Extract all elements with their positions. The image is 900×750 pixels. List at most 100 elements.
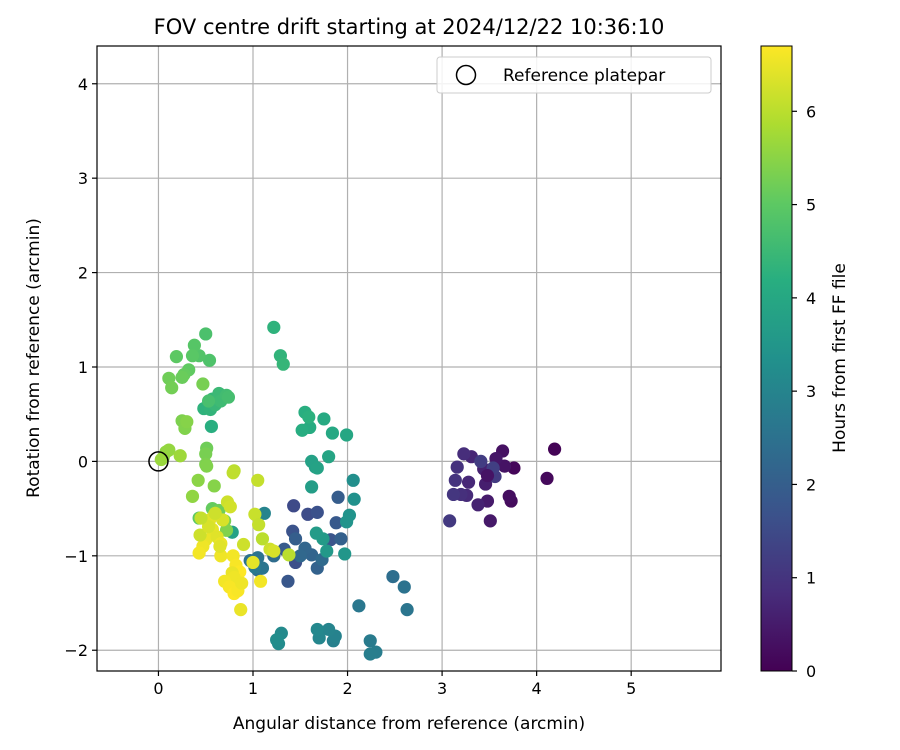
data-point <box>443 514 457 528</box>
data-point <box>474 454 488 469</box>
data-point <box>267 544 281 558</box>
data-point <box>251 473 265 487</box>
legend: Reference platepar <box>436 56 712 94</box>
data-point <box>502 489 516 503</box>
data-point <box>235 576 249 590</box>
y-tick-label: 1 <box>78 358 88 377</box>
data-point <box>334 532 348 546</box>
data-point <box>281 574 295 588</box>
data-point <box>162 443 176 457</box>
data-point <box>461 475 476 489</box>
y-tick-label: 3 <box>78 169 88 188</box>
data-point <box>457 447 471 461</box>
y-tick-label: −1 <box>64 547 88 566</box>
data-point <box>338 547 352 561</box>
data-point <box>199 447 213 461</box>
colorbar-tick-label: 1 <box>806 569 816 588</box>
data-point <box>173 449 187 463</box>
data-points <box>154 320 562 661</box>
data-point <box>293 549 307 563</box>
legend-entry-reference: Reference platepar <box>503 66 665 86</box>
data-point <box>450 460 464 474</box>
data-point <box>310 505 324 519</box>
data-point <box>202 353 217 367</box>
y-tick-label: 2 <box>78 264 88 283</box>
data-point <box>252 518 266 532</box>
data-point <box>175 370 189 384</box>
data-point <box>310 622 324 637</box>
colorbar-gradient <box>760 45 793 672</box>
x-tick-label: 2 <box>342 679 352 698</box>
data-point <box>347 492 361 506</box>
legend-box <box>436 56 712 94</box>
data-point <box>480 468 495 483</box>
data-point <box>282 548 296 562</box>
y-axis-label: Rotation from reference (arcmin) <box>24 218 44 498</box>
data-point <box>448 473 462 487</box>
colorbar-tick-label: 3 <box>806 382 816 401</box>
data-point <box>204 419 218 434</box>
data-point <box>340 428 354 442</box>
data-point <box>329 516 343 530</box>
colorbar-tick-label: 2 <box>806 475 816 494</box>
data-point <box>446 487 461 502</box>
data-point <box>322 450 336 464</box>
data-point <box>226 466 240 480</box>
data-point <box>340 515 354 529</box>
data-point <box>400 603 414 617</box>
colorbar-ticks: 0 1 2 3 4 5 6 <box>792 102 816 681</box>
data-point <box>325 426 340 440</box>
data-point <box>201 519 216 534</box>
y-tick-label: 4 <box>78 75 88 94</box>
colorbar-tick-label: 5 <box>806 196 816 215</box>
data-point <box>255 532 270 546</box>
data-point <box>331 490 345 504</box>
data-point <box>320 544 334 558</box>
data-point <box>236 537 251 552</box>
data-point <box>169 350 184 364</box>
data-point <box>302 410 316 424</box>
x-axis-label: Angular distance from reference (arcmin) <box>233 714 585 734</box>
data-point <box>309 526 323 540</box>
data-point <box>165 381 179 395</box>
data-point <box>185 489 200 503</box>
data-point <box>194 511 208 525</box>
colorbar-tick-label: 0 <box>806 662 816 681</box>
data-point <box>287 499 301 513</box>
data-point <box>200 459 214 473</box>
data-point <box>270 633 284 647</box>
data-point <box>276 357 290 371</box>
data-point <box>223 500 237 514</box>
data-point <box>253 574 268 588</box>
colorbar: 0 1 2 3 4 5 6 Hours from first FF file <box>760 45 850 681</box>
data-point <box>322 622 336 637</box>
data-point <box>234 603 248 617</box>
data-point <box>483 514 497 528</box>
data-point <box>185 349 200 363</box>
data-point <box>199 327 213 341</box>
data-point <box>193 528 207 542</box>
data-point <box>540 471 554 486</box>
reference-platepar-marker <box>148 451 169 472</box>
data-point <box>213 539 227 553</box>
y-tick-label: −2 <box>64 641 88 660</box>
x-axis-ticks: 0 1 2 3 4 5 <box>153 671 636 698</box>
data-point <box>548 442 562 456</box>
data-point <box>207 479 221 493</box>
data-point <box>352 599 366 613</box>
x-tick-label: 3 <box>437 679 447 698</box>
x-tick-label: 5 <box>626 679 636 698</box>
data-point <box>154 452 168 467</box>
plot-frame <box>96 45 722 672</box>
data-point <box>187 338 201 352</box>
data-point <box>363 634 377 648</box>
y-tick-label: 0 <box>78 452 88 471</box>
data-point <box>397 580 411 594</box>
data-point <box>191 473 205 487</box>
chart-title: FOV centre drift starting at 2024/12/22 … <box>154 15 665 39</box>
x-tick-label: 1 <box>248 679 258 698</box>
data-point <box>363 647 377 661</box>
y-axis-ticks: −2 −1 0 1 2 3 4 <box>64 75 97 660</box>
data-point <box>201 394 216 408</box>
